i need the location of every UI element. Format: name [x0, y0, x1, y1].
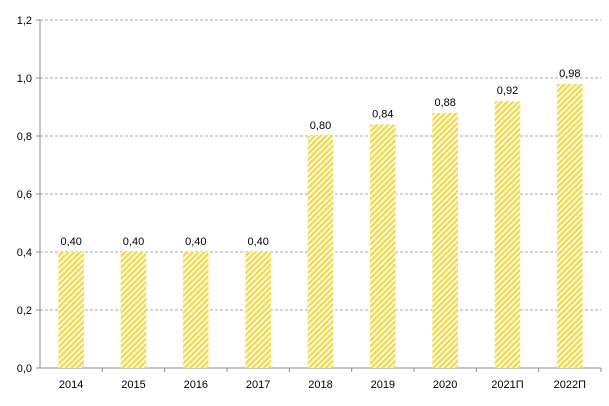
data-label: 0,84: [372, 108, 393, 120]
bars: [58, 83, 583, 369]
data-label: 0,80: [310, 120, 331, 132]
y-tick-label: 1,2: [17, 15, 32, 27]
bar: [370, 124, 396, 369]
data-label: 0,40: [247, 236, 268, 248]
bar: [120, 252, 147, 368]
x-tick-label: 2015: [121, 379, 145, 391]
data-label: 0,92: [497, 85, 518, 97]
x-tick-label: 2016: [184, 379, 208, 391]
x-tick-label: 2017: [246, 379, 270, 391]
x-tick-label: 2014: [59, 379, 83, 391]
y-tick-label: 0,0: [17, 363, 32, 375]
x-tick-label: 2022П: [554, 379, 586, 391]
x-tick-label: 2018: [308, 379, 332, 391]
data-label: 0,40: [60, 236, 81, 248]
x-tick-label: 2020: [433, 379, 457, 391]
bar: [432, 112, 458, 368]
labels: 0,0 0,2 0,4 0,6 0,8 1,0 1,2 2014 0,40 2015 0,40 201…: [17, 15, 586, 391]
data-label: 0,98: [559, 68, 580, 80]
y-tick-label: 0,4: [17, 247, 32, 259]
data-label: 0,40: [185, 236, 206, 248]
bar: [557, 83, 583, 369]
x-tick-label: 2021П: [491, 379, 523, 391]
data-label: 0,88: [434, 97, 455, 109]
y-tick-label: 1,0: [17, 73, 32, 85]
y-tick-label: 0,6: [17, 189, 32, 201]
bar: [494, 101, 521, 368]
x-tick-label: 2019: [371, 379, 395, 391]
y-tick-label: 0,8: [17, 131, 32, 143]
bar: [307, 136, 334, 368]
bar: [245, 252, 271, 368]
y-tick-label: 0,2: [17, 305, 32, 317]
bar: [183, 252, 209, 368]
bar: [58, 252, 84, 368]
data-label: 0,40: [123, 236, 144, 248]
